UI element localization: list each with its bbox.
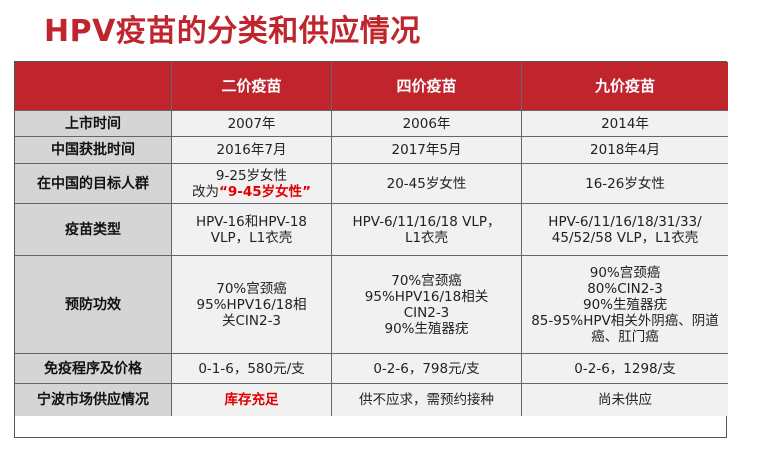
row-label-vaccine-type: 疫苗类型: [15, 204, 172, 256]
table-cell: 2014年: [522, 111, 728, 137]
row-label-schedule-price: 免疫程序及价格: [15, 354, 172, 384]
header-quadrivalent: 四价疫苗: [332, 62, 522, 111]
table-cell: 70%宫颈癌 95%HPV16/18相 关CIN2-3: [172, 256, 332, 354]
stock-sufficient-text: 库存充足: [224, 392, 279, 408]
table-cell: 0-2-6，1298/支: [522, 354, 728, 384]
target-change-note: 改为“9-45岁女性”: [191, 183, 312, 200]
row-label-china-approval: 中国获批时间: [15, 137, 172, 164]
table-cell: 16-26岁女性: [522, 164, 728, 204]
table-cell: 库存充足: [172, 384, 332, 416]
table-cell: 供不应求，需预约接种: [332, 384, 522, 416]
header-corner: [15, 62, 172, 111]
table-cell: 尚未供应: [522, 384, 728, 416]
table-cell: 0-1-6，580元/支: [172, 354, 332, 384]
table-cell: HPV-16和HPV-18 VLP，L1衣壳: [172, 204, 332, 256]
table-cell: 70%宫颈癌 95%HPV16/18相关 CIN2-3 90%生殖器疣: [332, 256, 522, 354]
page-title: HPV疫苗的分类和供应情况: [44, 14, 421, 49]
header-bivalent: 二价疫苗: [172, 62, 332, 111]
table-cell: 9-25岁女性 改为“9-45岁女性”: [172, 164, 332, 204]
target-change-value: 9-45岁女性: [227, 183, 303, 200]
hpv-vaccine-table: 二价疫苗 四价疫苗 九价疫苗 上市时间 2007年 2006年 2014年 中国…: [14, 61, 728, 438]
table-cell: 2007年: [172, 111, 332, 137]
row-label-ningbo-supply: 宁波市场供应情况: [15, 384, 172, 416]
table-cell: 2016年7月: [172, 137, 332, 164]
table-cell: 2017年5月: [332, 137, 522, 164]
table-cell: 2006年: [332, 111, 522, 137]
table-cell: 20-45岁女性: [332, 164, 522, 204]
table-cell: HPV-6/11/16/18 VLP， L1衣壳: [332, 204, 522, 256]
row-label-target-population: 在中国的目标人群: [15, 164, 172, 204]
row-label-efficacy: 预防功效: [15, 256, 172, 354]
table-cell: 90%宫颈癌 80%CIN2-3 90%生殖器疣 85-95%HPV相关外阴癌、阴道癌…: [522, 256, 728, 354]
row-label-launch-time: 上市时间: [15, 111, 172, 137]
table-cell: 2018年4月: [522, 137, 728, 164]
header-nonavalent: 九价疫苗: [522, 62, 728, 111]
table-cell: 0-2-6，798元/支: [332, 354, 522, 384]
table-cell: HPV-6/11/16/18/31/33/45/52/58 VLP，L1衣壳: [522, 204, 728, 256]
